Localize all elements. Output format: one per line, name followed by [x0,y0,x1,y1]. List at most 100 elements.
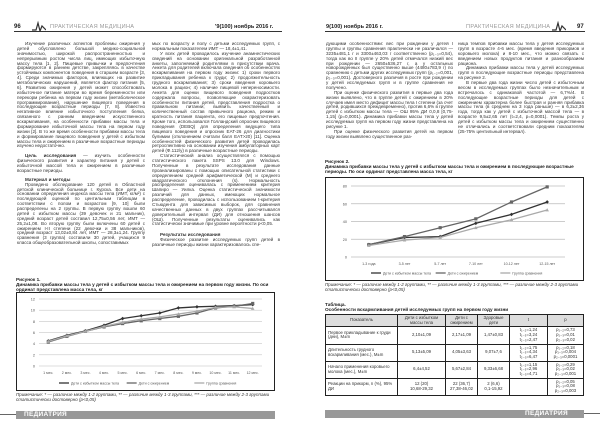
data-point [176,314,180,318]
data-point [474,225,478,230]
legend-label: Дети с избытком массы тела [71,381,119,385]
left-column-2: мых по возрасту и полу с детьми исследуе… [152,41,280,248]
x-tick-label: 5-7 лет [434,262,446,266]
table-cell: Реакции на прикорм, n (%), 95% ДИ [325,377,398,396]
x-tick-label: 3 мес. [80,371,90,375]
header-cell: p [547,313,584,328]
table-cell: 2,10±1,09 [397,326,446,345]
figure1-label: Рисунок 1. [16,277,41,282]
table-cell [509,377,548,396]
aim-heading: Цель исследования [25,153,77,159]
table-cell: 5,13±5,09 [397,343,446,362]
data-point [509,212,514,217]
table-cell: 9,33±6,68 [477,360,510,379]
data-point [65,334,69,338]
y-tick-label: 2 [33,353,35,357]
journal-title: ПРАКТИЧЕСКАЯ МЕДИЦИНА [50,24,135,30]
x-tick-label: 12-15 лет [539,262,555,266]
issue-date: '9(100) ноябрь 2016 г. [215,24,274,30]
x-tick-label: 1 мес. [43,371,53,375]
data-point [367,243,371,247]
table-cell: 2 (6,6) 0,1-15,92 [477,377,510,396]
figure1-chart: 0 2 4 6 8 10 12 1 мес. 2 мес. 3 мес. 4 мес. 5 мес. 6… [16,292,275,391]
table-cell: 9,07±7,6 [477,343,510,362]
data-point [120,316,125,321]
series-line [48,306,253,343]
header-cell: Дети с ожирением [445,313,478,328]
series-line [368,209,548,247]
y-tick-label: 80 [343,185,347,189]
x-tick-label: 5 мес. [117,371,127,375]
data-point [157,311,162,315]
paragraph: мых по возрасту и полу с детьми исследуе… [152,41,280,51]
table-cell: 6,4±4,52 [397,360,446,379]
data-point [157,315,162,319]
table-cell: t₁₋₂=1,24 t₁₋₃=3,24 t₂₋₃=2,47 [509,326,548,345]
table-cell: 1,47±0,83 [477,326,510,345]
table-cell: t₁₋₂=1,75 t₁₋₃=4,34 t₂₋₃=6,47 [509,343,548,362]
table-row: Длительность грудного вскармливания (мес… [325,343,584,362]
legend-label: Дети с ожирением [448,271,479,275]
data-point [139,313,144,318]
header-cell: Здоровые дети [477,313,510,328]
header-cell: t [509,313,548,328]
series-line [48,302,253,343]
x-tick-label: 10 мес. [209,371,221,375]
figure1-title: Динамика прибавки массы тела у детей с и… [16,282,269,293]
table-cell: p₁₋₂=0,73 p₁₋₃=0,01 p₂₋₃=0,02 [547,326,584,345]
data-point [402,238,407,242]
data-point [251,301,255,306]
y-tick-label: 60 [343,202,347,206]
data-point [213,305,218,309]
x-tick-label: 4 мес. [99,371,109,375]
figure2-svg: 0 20 40 60 80 1-3 года 3-5 лет 5-7 лет 7-10 лет 1… [343,185,565,275]
y-tick-label: 6 [33,331,35,335]
table-title: Особенности вскармливания детей исследуе… [325,307,509,313]
x-tick-label: 1-3 года [362,262,375,266]
section-footer: ПЕДИАТРИЯ [16,411,275,419]
y-tick-label: 0 [33,365,35,369]
footer-line [584,413,600,414]
x-tick-label: 12 мес. [247,371,259,375]
header-rule [325,31,585,32]
methods-heading: Материал и методы [25,176,71,182]
data-point [195,305,199,309]
header-cell: Дети с избытком массы тела [397,313,446,328]
series-line [368,201,548,246]
journal-logo-icon [552,20,566,32]
y-tick-label: 8 [33,320,35,324]
table-cell: p₁₋₂=0,05 p₁₋₃=0,08 p₂₋₃=0,003 [547,377,584,396]
x-tick-label: 8 мес. [173,371,183,375]
page-number: 96 [14,24,21,30]
data-point [139,317,144,321]
paragraph: При оценке физического развития в первые… [326,89,453,129]
table-label: Таблица. [325,302,346,307]
table-row: Первое прикладывание к груди (дни), M±m 2… [325,326,584,345]
data-point [176,306,181,310]
right-column-1: дующими особенностями: вес при рождении … [326,42,453,150]
table-row: Реакции на прикорм, n (%), 95% ДИ 12 (20)… [325,377,584,396]
table-cell: p₁₋₂=0,18 p₁₋₃=0,004 p₂₋₃=0,0001 [547,343,584,362]
journal-title: ПРАКТИЧЕСКАЯ МЕДИЦИНА [466,24,551,30]
table-cell: p₁₋₂=0,29 p₁₋₃=0,02 p₂₋₃=0,001 [547,360,584,379]
legend-label: Дети с избытком массы тела [383,271,431,275]
legend-label: Группа сравнения [512,271,542,275]
footer-line [0,414,16,415]
paragraph: Динамика прибавки массы тела у детей исс… [458,65,584,81]
header-cell: Показатель [325,313,398,328]
paragraph: При оценке физического развития детей на… [326,128,453,139]
x-tick-label: 9 мес. [192,371,202,375]
table-cell: 5,67±2,84 [445,360,478,379]
journal-logo-icon [32,20,46,32]
data-point [509,217,514,222]
left-column-1: Изучение различных аспектов проблемы ожи… [17,41,145,246]
figure2-chart: 0 20 40 60 80 1-3 года 3-5 лет 5-7 лет 7-10 лет 1… [325,177,584,281]
figure1-note: Примечание: * — различие между 1-2 групп… [16,392,270,402]
header-rule [14,31,282,32]
aim-text: — изучить особенности физического развит… [17,153,145,173]
series-line [368,186,548,246]
y-tick-label: 40 [343,220,347,224]
intro-paragraph: Изучение различных аспектов проблемы ожи… [17,41,145,149]
x-tick-label: 7 мес. [155,371,165,375]
y-tick-label: 12 [31,298,35,302]
